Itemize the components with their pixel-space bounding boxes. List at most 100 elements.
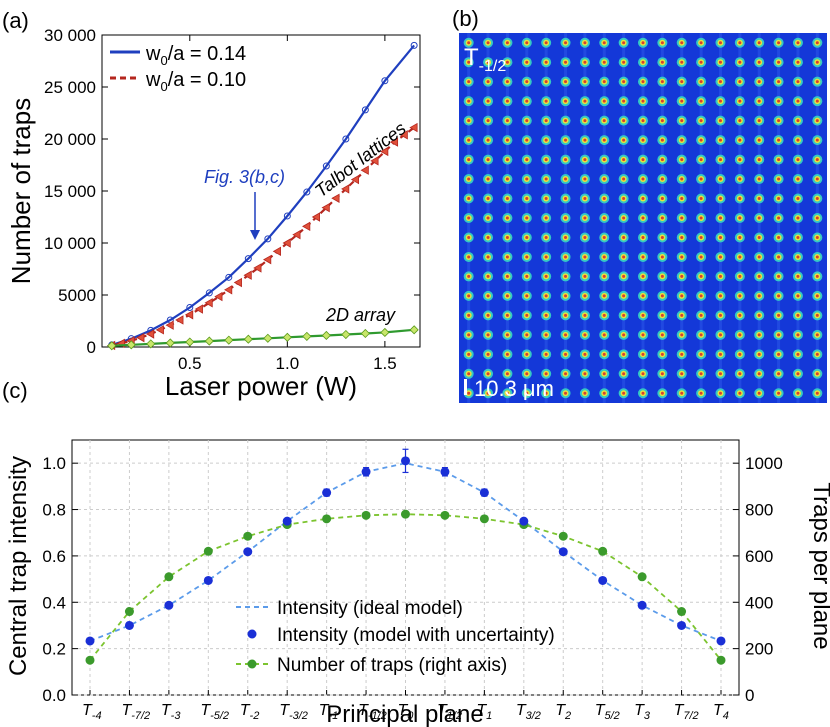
trap-spot-peak	[544, 177, 548, 181]
trap-spot-peak	[796, 197, 800, 201]
trap-spot-peak	[583, 313, 587, 317]
trap-spot-peak	[815, 294, 819, 298]
point-w010	[214, 291, 223, 302]
trap-spot-peak	[718, 333, 722, 337]
trap-spot-peak	[564, 158, 568, 162]
trap-spot-peak	[525, 391, 529, 395]
panel-c-y2tick-label: 0	[745, 686, 754, 705]
trap-spot-peak	[738, 99, 742, 103]
point-traps	[243, 531, 253, 541]
trap-spot-peak	[583, 80, 587, 84]
trap-spot-peak	[699, 372, 703, 376]
trap-spot-peak	[680, 119, 684, 123]
point-uncertainty	[361, 467, 371, 477]
trap-spot-peak	[564, 60, 568, 64]
trap-spot-peak	[486, 177, 490, 181]
trap-spot-peak	[622, 274, 626, 278]
trap-spot-peak	[641, 99, 645, 103]
trap-spot-peak	[777, 158, 781, 162]
trap-spot-peak	[699, 80, 703, 84]
trap-spot-peak	[777, 197, 781, 201]
trap-spot-peak	[738, 177, 742, 181]
trap-spot-peak	[738, 158, 742, 162]
point-2d-array	[409, 325, 419, 335]
point-2d-array	[185, 337, 195, 347]
trap-spot-peak	[544, 60, 548, 64]
trap-spot-peak	[564, 119, 568, 123]
legend-label-uncertainty: Intensity (model with uncertainty)	[277, 625, 555, 646]
trap-spot-peak	[583, 294, 587, 298]
trap-spot-peak	[583, 352, 587, 356]
trap-spot-peak	[583, 216, 587, 220]
panel-b-title: T-1/2	[464, 44, 506, 75]
trap-spot-peak	[660, 41, 664, 45]
trap-spot-peak	[525, 255, 529, 259]
legend-label-ideal: Intensity (ideal model)	[277, 598, 463, 619]
point-w010	[136, 332, 145, 343]
panel-a-xtick-label: 1.5	[373, 354, 397, 373]
trap-spot-peak	[564, 216, 568, 220]
trap-spot-peak	[583, 235, 587, 239]
trap-spot-peak	[505, 158, 509, 162]
trap-spot-peak	[699, 99, 703, 103]
trap-spot-peak	[680, 99, 684, 103]
panel-c-xtick-label: T-1/2	[358, 702, 387, 722]
trap-spot-peak	[660, 333, 664, 337]
trap-spot-peak	[602, 158, 606, 162]
panel-a-xtick-label: 0.5	[178, 354, 202, 373]
panel-a-ylabel: Number of traps	[6, 98, 36, 284]
trap-spot-peak	[660, 255, 664, 259]
panel-c-ytick-label: 0.0	[42, 686, 66, 705]
point-w010	[350, 174, 360, 185]
trap-spot-peak	[544, 352, 548, 356]
trap-spot-peak	[486, 158, 490, 162]
point-2d-array	[146, 339, 156, 349]
trap-spot-peak	[660, 294, 664, 298]
trap-spot-peak	[622, 333, 626, 337]
trap-spot-peak	[544, 333, 548, 337]
point-2d-array	[263, 333, 273, 343]
trap-spot-peak	[738, 41, 742, 45]
trap-spot-peak	[486, 255, 490, 259]
trap-spot-peak	[544, 255, 548, 259]
trap-spot-peak	[641, 352, 645, 356]
trap-spot-peak	[486, 99, 490, 103]
panel-c-xtick-label: T3/2	[516, 702, 541, 722]
trap-spot-peak	[486, 60, 490, 64]
point-w014	[244, 255, 252, 263]
point-2d-array	[126, 340, 136, 350]
trap-spot-peak	[525, 177, 529, 181]
trap-spot-peak	[544, 99, 548, 103]
trap-spot-peak	[602, 294, 606, 298]
point-w010	[370, 156, 379, 166]
point-w010	[165, 320, 174, 330]
trap-spot-peak	[467, 177, 471, 181]
trap-spot-peak	[718, 158, 722, 162]
trap-spot-peak	[622, 41, 626, 45]
point-w010	[311, 212, 321, 222]
trap-spot-peak	[777, 313, 781, 317]
trap-spot-peak	[815, 235, 819, 239]
trap-spot-peak	[757, 99, 761, 103]
trap-spot-peak	[602, 197, 606, 201]
trap-spot-peak	[777, 80, 781, 84]
trap-spot-peak	[505, 294, 509, 298]
trap-spot-peak	[777, 391, 781, 395]
panel-a-legend: w0/a = 0.14 w0/a = 0.10	[110, 43, 246, 94]
trap-spot-peak	[718, 177, 722, 181]
trap-spot-peak	[486, 216, 490, 220]
trap-spot-peak	[815, 391, 819, 395]
trap-spot-peak	[467, 294, 471, 298]
trap-spot-peak	[777, 177, 781, 181]
trap-spot-peak	[486, 80, 490, 84]
trap-spot-peak	[777, 333, 781, 337]
trap-spot-peak	[602, 372, 606, 376]
trap-spot-peak	[815, 41, 819, 45]
trap-spot-peak	[641, 119, 645, 123]
trap-spot-peak	[525, 294, 529, 298]
trap-spot-peak	[564, 313, 568, 317]
trap-spot-peak	[815, 60, 819, 64]
trap-spot-peak	[757, 313, 761, 317]
trap-spot-peak	[796, 60, 800, 64]
